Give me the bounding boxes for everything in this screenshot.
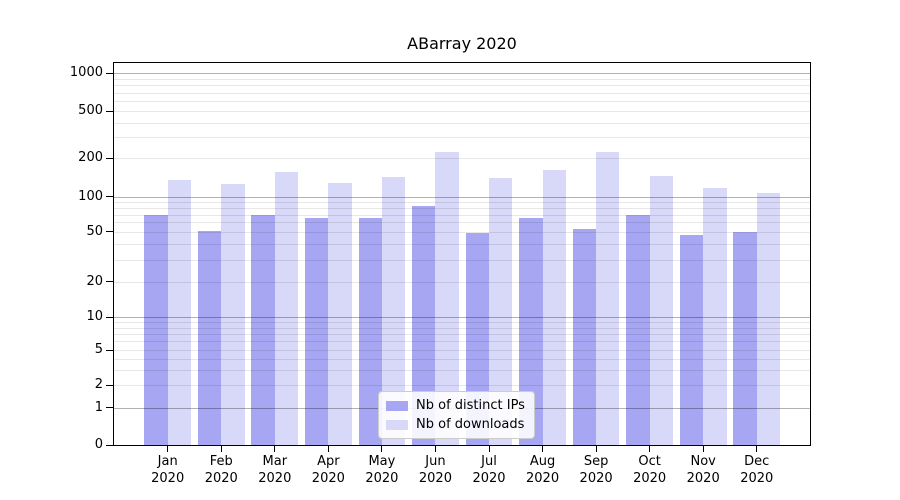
gridline-minor-500 [114,111,810,112]
plot-area [113,62,811,446]
legend-swatch-downloads [386,419,408,430]
y-tick-100 [106,196,113,198]
bar-distinct-ips-nov [679,235,704,445]
y-tick-0 [106,444,113,446]
bar-distinct-ips-jan [144,214,168,445]
bar-downloads-dec [756,192,781,445]
y-tick-1 [106,407,113,409]
x-tick-label-oct: Oct 2020 [633,454,667,486]
y-tick-label-5: 5 [94,342,103,357]
bar-distinct-ips-may [358,217,382,445]
gridline-major-1000 [114,73,810,74]
y-tick-label-0: 0 [94,437,103,453]
x-tick-label-jul: Jul 2020 [472,454,506,486]
bar-distinct-ips-sep [572,228,597,445]
bar-downloads-oct [649,175,673,445]
bar-downloads-feb [221,183,245,445]
x-tick-apr [327,446,329,452]
y-tick-label-1: 1 [94,399,103,415]
legend: Nb of distinct IPs Nb of downloads [378,391,535,439]
legend-item-downloads: Nb of downloads [386,417,525,432]
y-tick-50 [106,231,113,233]
bar-distinct-ips-aug [519,218,543,445]
y-tick-10 [106,316,113,318]
y-tick-1000 [106,72,113,74]
x-tick-dec [756,446,758,452]
gridline-minor-200 [114,158,810,160]
bar-distinct-ips-jun [412,205,436,445]
bar-downloads-sep [596,151,620,445]
x-tick-sep [595,446,597,452]
bar-downloads-may [381,176,406,445]
bar-distinct-ips-apr [305,218,329,445]
x-tick-jul [488,446,490,452]
bar-downloads-apr [328,182,352,445]
gridline-minor-800 [114,85,810,87]
x-tick-label-jan: Jan 2020 [151,454,185,486]
gridline-minor-300 [114,137,810,139]
y-tick-200 [106,157,113,159]
x-tick-nov [702,446,704,452]
x-tick-label-mar: Mar 2020 [258,454,292,486]
y-tick-20 [106,281,113,283]
bar-distinct-ips-dec [733,231,757,445]
bar-downloads-mar [274,172,299,445]
y-tick-label-2: 2 [94,377,103,392]
bar-downloads-jul [489,178,513,445]
y-tick-label-20: 20 [86,273,103,289]
legend-item-distinct-ips: Nb of distinct IPs [386,398,525,413]
x-tick-label-aug: Aug 2020 [526,454,560,486]
gridline-minor-700 [114,92,810,94]
bar-downloads-nov [703,187,727,445]
bar-distinct-ips-feb [197,230,222,445]
y-tick-2 [106,384,113,386]
gridline-minor-400 [114,122,810,124]
y-tick-500 [106,110,113,112]
x-tick-aug [542,446,544,452]
bar-downloads-jan [167,180,192,445]
x-tick-jan [167,446,169,452]
x-tick-jun [434,446,436,452]
x-tick-label-apr: Apr 2020 [311,454,345,486]
legend-swatch-distinct-ips [386,400,408,411]
x-tick-label-jun: Jun 2020 [418,454,452,486]
x-tick-label-dec: Dec 2020 [740,454,774,486]
y-tick-label-1000: 1000 [69,65,103,80]
legend-label-distinct-ips: Nb of distinct IPs [416,398,525,413]
y-tick-label-100: 100 [78,188,103,204]
y-tick-5 [106,349,113,351]
bar-downloads-jun [435,152,459,445]
bar-downloads-aug [542,169,566,445]
x-tick-mar [274,446,276,452]
x-tick-oct [649,446,651,452]
gridline-minor-900 [114,78,810,80]
y-tick-label-500: 500 [78,103,103,118]
x-tick-feb [220,446,222,452]
bar-distinct-ips-oct [626,215,650,445]
x-tick-label-feb: Feb 2020 [204,454,238,486]
x-tick-label-sep: Sep 2020 [579,454,613,486]
gridline-minor-600 [114,101,810,102]
y-tick-label-50: 50 [86,223,103,239]
bar-distinct-ips-mar [251,214,275,445]
y-tick-label-200: 200 [78,150,103,166]
x-tick-may [381,446,383,452]
x-tick-label-may: May 2020 [365,454,399,486]
x-tick-label-nov: Nov 2020 [686,454,720,486]
y-tick-label-10: 10 [86,309,103,325]
chart-title: ABarray 2020 [407,34,517,53]
legend-label-downloads: Nb of downloads [416,417,525,432]
